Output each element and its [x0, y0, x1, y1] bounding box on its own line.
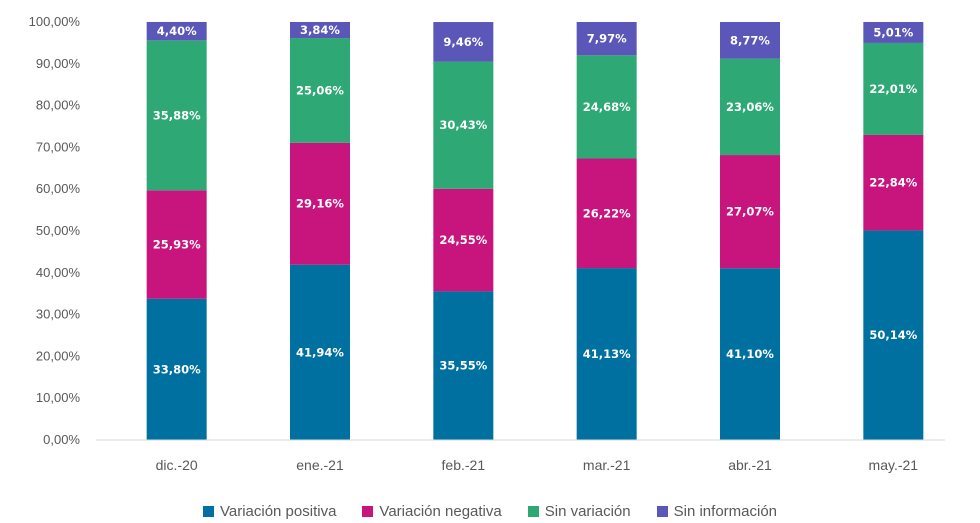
bars: 33,80% 25,93% 35,88% 4,40% 41,94% 29,16% 25,06…	[146, 21, 924, 440]
legend-swatch	[656, 505, 668, 517]
bar-segment	[433, 291, 494, 440]
bar-segment	[863, 230, 924, 440]
bar-segment	[576, 158, 637, 269]
data-label: 30,43%	[439, 118, 487, 132]
bar-segment	[576, 55, 637, 159]
x-tick-label: ene.-21	[296, 457, 344, 473]
bar-segment	[146, 21, 207, 41]
x-axis: dic.-20 ene.-21 feb.-21 mar.-21 abr.-21 may.-…	[96, 439, 945, 473]
legend-label: Sin variación	[544, 502, 631, 520]
data-label: 35,55%	[439, 359, 487, 373]
data-label: 50,14%	[869, 328, 917, 342]
data-label: 27,07%	[726, 205, 774, 219]
legend-label: Sin información	[673, 502, 778, 520]
bar-segment	[576, 22, 637, 56]
bar-segment	[290, 264, 350, 440]
bar-segment	[720, 58, 780, 156]
y-tick-label: 70,00%	[36, 139, 81, 154]
x-tick-label: may.-21	[869, 457, 919, 473]
data-label: 25,06%	[296, 83, 344, 97]
bar-segment	[720, 155, 780, 269]
data-label: 41,94%	[296, 345, 344, 359]
legend-swatch	[362, 505, 374, 517]
bar-segment	[146, 298, 207, 440]
data-label: 23,06%	[726, 100, 774, 114]
data-label: 4,40%	[157, 24, 197, 38]
y-tick-label: 20,00%	[36, 348, 81, 363]
legend: Variación positiva Variación negativa Sin …	[0, 500, 980, 522]
bar-segment	[146, 190, 207, 299]
legend-label: Variación negativa	[379, 502, 502, 520]
bar-segment	[290, 142, 350, 265]
bar-segment	[290, 38, 350, 143]
bar-segment	[720, 268, 780, 440]
y-tick-label: 10,00%	[36, 390, 81, 405]
y-tick-label: 30,00%	[36, 307, 81, 322]
data-label: 25,93%	[153, 238, 201, 252]
bar-segment	[863, 42, 924, 135]
data-label: 22,84%	[869, 176, 917, 190]
bar-segment	[290, 22, 350, 39]
bar-segment	[863, 134, 924, 231]
bar-segment	[576, 268, 637, 440]
y-tick-label: 80,00%	[36, 98, 81, 113]
bar-segment	[433, 188, 494, 292]
bar-segment	[433, 61, 494, 189]
x-tick-label: feb.-21	[442, 457, 486, 473]
legend-item: Variación negativa	[362, 502, 502, 520]
data-label: 29,16%	[296, 197, 344, 211]
bar-segment	[433, 22, 494, 62]
data-label: 35,88%	[153, 108, 201, 122]
x-tick-label: dic.-20	[156, 457, 198, 473]
x-tick-label: abr.-21	[728, 457, 772, 473]
legend-swatch	[202, 505, 214, 517]
data-label: 8,77%	[730, 33, 770, 47]
data-label: 5,01%	[873, 25, 913, 39]
y-tick-label: 100,00%	[29, 14, 81, 29]
y-tick-label: 40,00%	[36, 265, 81, 280]
y-axis: 0,00% 10,00% 20,00% 30,00% 40,00% 50,00% 60,00…	[29, 14, 81, 447]
data-label: 24,55%	[439, 233, 487, 247]
legend-item: Sin información	[656, 502, 778, 520]
bar-segment	[863, 22, 924, 43]
legend-item: Variación positiva	[202, 502, 337, 520]
y-tick-label: 0,00%	[43, 432, 80, 447]
x-tick-label: mar.-21	[583, 457, 631, 473]
data-label: 26,22%	[583, 206, 631, 220]
legend-label: Variación positiva	[219, 502, 337, 520]
legend-swatch	[527, 505, 539, 517]
data-label: 33,80%	[153, 362, 201, 376]
data-label: 41,10%	[726, 347, 774, 361]
y-tick-label: 50,00%	[36, 223, 81, 238]
legend-item: Sin variación	[527, 502, 631, 520]
y-tick-label: 60,00%	[36, 181, 81, 196]
data-label: 22,01%	[869, 82, 917, 96]
data-label: 7,97%	[587, 32, 627, 46]
bar-segment	[720, 22, 780, 59]
data-label: 24,68%	[583, 100, 631, 114]
y-tick-label: 90,00%	[36, 56, 81, 71]
bar-segment	[146, 40, 207, 191]
data-label: 9,46%	[443, 35, 483, 49]
data-label: 3,84%	[300, 23, 340, 37]
data-label: 41,13%	[583, 347, 631, 361]
